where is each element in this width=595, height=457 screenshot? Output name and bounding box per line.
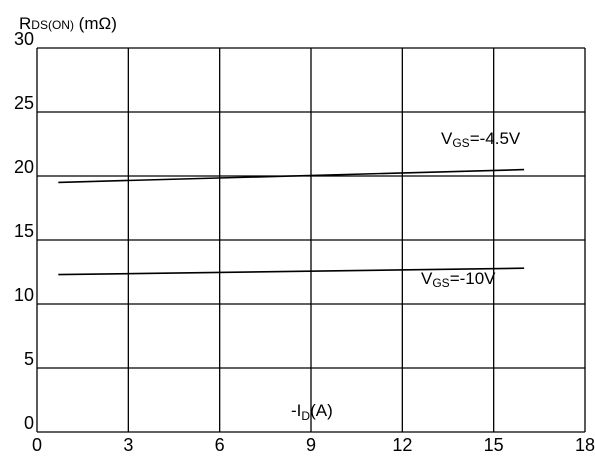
y-axis-label-sub: DS(ON) (31, 18, 74, 32)
series-label-vgs-10v-rest: =-10V (450, 269, 496, 288)
y-axis-label-unit: (mΩ) (74, 14, 117, 33)
y-tick-label-25: 25 (14, 93, 34, 113)
y-tick-label-10: 10 (14, 285, 34, 305)
series-label-vgs-4-5v-sub: GS (452, 136, 469, 150)
y-tick-label-30: 30 (14, 29, 34, 49)
x-tick-label-15: 15 (484, 435, 504, 455)
y-tick-label-0: 0 (24, 413, 34, 433)
series-label-vgs-4-5v-rest: =-4.5V (470, 129, 521, 148)
x-tick-label-12: 12 (392, 435, 412, 455)
x-tick-label-0: 0 (32, 435, 42, 455)
x-axis-label-main: -I (291, 401, 301, 420)
series-line-vgs-4-5v (58, 168, 525, 184)
x-tick-label-3: 3 (123, 435, 133, 455)
series-label-vgs-4-5v-main: V (441, 129, 453, 148)
x-axis-label-sub: D (301, 409, 310, 423)
y-tick-label-5: 5 (24, 349, 34, 369)
x-tick-label-18: 18 (575, 435, 595, 455)
series-label-vgs-10v-main: V (421, 269, 433, 288)
series-layer (58, 168, 525, 276)
tick-labels: 0 3 6 9 12 15 18 0 5 10 15 20 25 30 (14, 29, 595, 455)
y-tick-label-20: 20 (14, 157, 34, 177)
grid-layer (36, 47, 586, 433)
series-label-vgs-10v-sub: GS (432, 276, 449, 290)
y-tick-label-15: 15 (14, 221, 34, 241)
series-label-vgs-10v: VGS=-10V (421, 269, 496, 290)
x-tick-label-6: 6 (215, 435, 225, 455)
x-axis-label: -ID(A) (291, 401, 333, 423)
series-line-vgs-10v (58, 267, 525, 276)
x-tick-label-9: 9 (306, 435, 316, 455)
series-label-vgs-4-5v: VGS=-4.5V (441, 129, 521, 150)
x-axis-label-unit: (A) (310, 401, 333, 420)
y-axis-label: RDS(ON) (mΩ) (19, 14, 117, 33)
y-axis-label-main: R (19, 14, 31, 33)
